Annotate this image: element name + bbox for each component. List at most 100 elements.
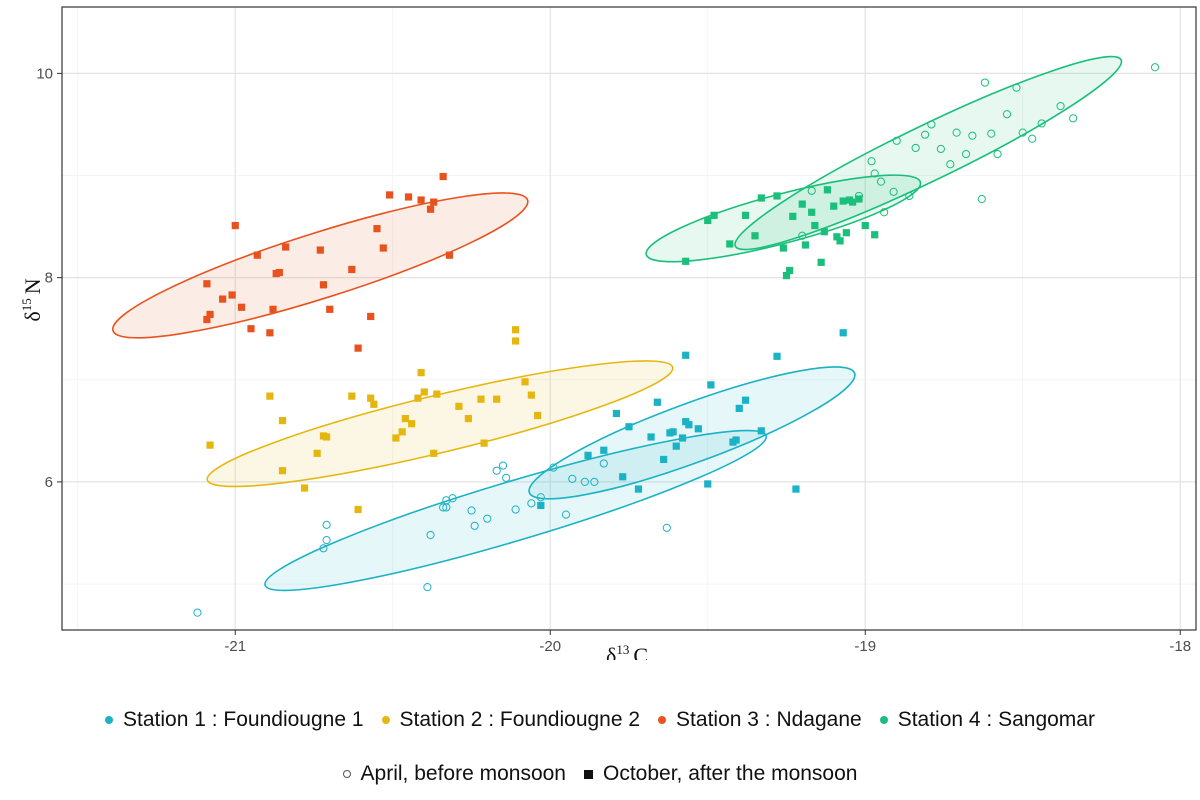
legend-item-april: April, before monsoon: [342, 762, 566, 786]
point-station-2-october: [354, 505, 362, 514]
point-station-3-october: [316, 246, 324, 254]
point-station-1-october: [612, 409, 620, 418]
point-station-2-october: [266, 392, 274, 400]
point-station-1-october: [672, 442, 680, 450]
point-station-4-april: [977, 194, 986, 204]
legend-item-station-4: Station 4 : Sangomar: [879, 708, 1095, 732]
point-station-4-october: [757, 194, 765, 202]
point-station-4-october: [704, 216, 712, 225]
point-station-4-april: [993, 149, 1002, 159]
point-station-4-april: [870, 169, 879, 178]
point-station-3-october: [247, 325, 255, 333]
point-station-4-april: [1012, 83, 1021, 92]
point-station-1-april: [426, 530, 435, 540]
legend-item-station-1: Station 1 : Foundiougne 1: [105, 708, 364, 732]
point-station-4-october: [741, 211, 750, 219]
legend-label: Station 1 : Foundiougne 1: [123, 708, 364, 731]
point-station-3-october: [269, 305, 277, 313]
point-station-1-october: [625, 423, 633, 431]
point-station-1-april: [483, 514, 492, 523]
point-station-2-october: [323, 433, 331, 441]
point-station-1-april: [322, 536, 331, 545]
point-station-3-october: [404, 193, 413, 201]
open-circle-icon: [342, 770, 351, 778]
point-station-3-october: [231, 221, 239, 230]
point-station-4-october: [817, 258, 825, 266]
point-station-4-october: [861, 221, 869, 230]
legend-label: October, after the monsoon: [602, 762, 858, 785]
point-station-2-october: [534, 411, 542, 420]
point-station-4-october: [782, 272, 791, 280]
point-station-1-october: [600, 446, 608, 454]
point-station-3-october: [275, 268, 283, 277]
point-station-4-october: [842, 229, 850, 237]
point-station-1-april: [193, 608, 202, 617]
ellipse-station-3-october: [111, 192, 529, 339]
point-station-4-april: [936, 144, 945, 154]
point-station-1-april: [662, 523, 671, 532]
point-station-1-april: [319, 544, 328, 553]
point-station-4-october: [682, 257, 690, 265]
x-axis-title: δ13 C: [606, 642, 648, 660]
point-station-1-april: [561, 510, 571, 519]
point-station-3-october: [445, 251, 454, 259]
point-station-1-april: [502, 473, 511, 482]
point-station-2-october: [480, 439, 488, 447]
point-station-2-october: [477, 395, 485, 403]
legend-dot-icon: [105, 716, 114, 724]
legend-dot-icon: [381, 716, 390, 724]
point-station-1-april: [580, 477, 590, 487]
x-tick-label: -21: [224, 638, 246, 655]
y-axis-unit: N: [20, 278, 45, 294]
point-station-1-april: [498, 461, 508, 470]
color-legend: Station 1 : Foundiougne 1 Station 2 : Fo…: [0, 708, 1200, 732]
point-station-2-october: [455, 402, 463, 410]
point-station-4-october: [823, 186, 832, 194]
point-station-4-april: [876, 177, 886, 186]
point-station-1-april: [470, 521, 479, 530]
point-station-4-october: [779, 244, 787, 252]
point-station-1-april: [568, 474, 577, 483]
point-station-3-october: [203, 315, 211, 324]
point-station-2-october: [392, 434, 400, 442]
confidence-ellipses: [111, 55, 1123, 592]
point-station-2-october: [464, 414, 472, 423]
point-station-1-october: [682, 351, 690, 359]
point-station-3-october: [439, 172, 447, 181]
point-station-3-october: [354, 344, 362, 352]
point-station-4-october: [836, 237, 844, 245]
point-station-1-october: [732, 436, 740, 444]
filled-square-icon: [583, 769, 593, 779]
ellipse-station-1-april: [264, 429, 768, 592]
point-station-1-october: [707, 381, 715, 389]
point-station-4-april: [968, 131, 977, 140]
x-tick-label: -18: [1169, 638, 1191, 655]
point-station-4-april: [1150, 63, 1160, 72]
point-station-4-april: [807, 186, 816, 195]
y-axis-symbol: δ: [20, 311, 45, 321]
point-station-4-april: [892, 136, 901, 145]
point-station-3-october: [206, 310, 214, 319]
point-station-1-april: [492, 466, 501, 475]
point-station-2-october: [408, 420, 416, 428]
point-station-1-april: [467, 506, 476, 515]
point-station-1-april: [527, 499, 536, 508]
point-station-1-october: [694, 425, 702, 433]
point-station-4-april: [889, 187, 898, 196]
point-station-3-october: [379, 244, 387, 252]
point-station-1-october: [735, 404, 743, 412]
legend-item-station-2: Station 2 : Foundiougne 2: [381, 708, 640, 732]
point-station-4-october: [808, 208, 816, 216]
point-station-4-april: [961, 149, 971, 159]
point-station-2-october: [512, 337, 520, 345]
point-station-1-october: [647, 433, 655, 441]
point-station-2-october: [493, 395, 501, 403]
point-station-4-april: [1037, 119, 1046, 128]
point-station-1-october: [792, 485, 800, 493]
point-station-2-october: [348, 392, 356, 400]
shape-legend: April, before monsoon October, after the…: [0, 762, 1200, 786]
point-station-4-october: [871, 231, 879, 239]
point-station-1-october: [678, 434, 687, 442]
point-station-3-october: [237, 303, 246, 311]
